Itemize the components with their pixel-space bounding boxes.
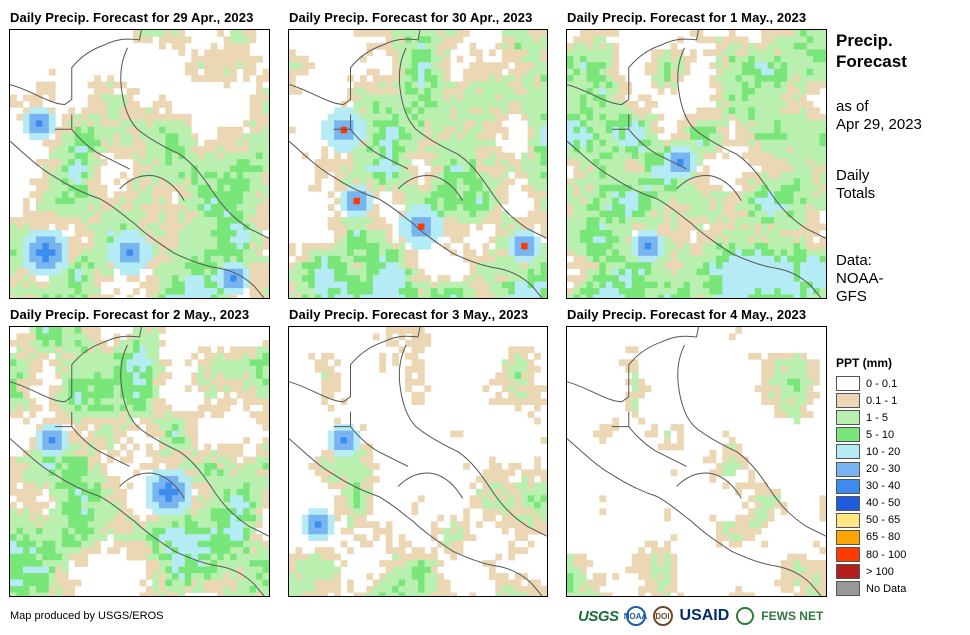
legend-row: 30 - 40 (836, 478, 900, 495)
asof-date: Apr 29, 2023 (836, 116, 922, 133)
legend-label: 80 - 100 (866, 548, 907, 561)
legend-row: 65 - 80 (836, 529, 900, 546)
legend-row: 50 - 65 (836, 512, 900, 529)
logo-strip: USGS NOAA DOI USAID FEWS NET (578, 603, 823, 629)
legend-row: 20 - 30 (836, 461, 900, 478)
legend-row: 80 - 100 (836, 546, 906, 563)
precip-map-6 (567, 327, 826, 596)
legend-label: 20 - 30 (866, 463, 901, 475)
map-panel-5 (288, 326, 548, 597)
legend-swatch (836, 547, 860, 562)
legend-swatch (836, 512, 860, 528)
legend-row: 0 - 0.1 (836, 375, 897, 392)
map-panel-6 (566, 326, 827, 597)
data-source-text: Data: NOAA- GFS (836, 252, 884, 306)
legend-label: 0.1 - 1 (866, 394, 898, 407)
panel-title-3: Daily Precip. Forecast for 1 May., 2023 (567, 10, 807, 25)
credit-text: Map produced by USGS/EROS (10, 610, 164, 622)
legend-row: 0.1 - 1 (836, 392, 897, 409)
legend-swatch (836, 444, 860, 460)
panel-title-2: Daily Precip. Forecast for 30 Apr., 2023 (289, 10, 533, 25)
data-line3: GFS (836, 288, 867, 305)
panel-title-1: Daily Precip. Forecast for 29 Apr., 2023 (10, 10, 254, 25)
legend-swatch (836, 495, 860, 511)
map-panel-4 (9, 326, 270, 597)
map-panel-3 (566, 29, 827, 299)
legend-swatch (836, 529, 860, 545)
legend-swatch (836, 376, 860, 391)
legend-row: 5 - 10 (836, 426, 894, 443)
legend-swatch (836, 581, 860, 597)
noaa-logo: NOAA (624, 606, 647, 626)
usgs-logo: USGS (578, 607, 619, 625)
panel-title-4: Daily Precip. Forecast for 2 May., 2023 (10, 307, 250, 322)
legend-label: 50 - 65 (866, 514, 901, 527)
legend-label: No Data (866, 582, 907, 595)
sidebar-title-line2: Forecast (836, 52, 907, 71)
panel-title-6: Daily Precip. Forecast for 4 May., 2023 (567, 307, 807, 322)
sidebar-title-line1: Precip. (836, 31, 893, 50)
legend-swatch (836, 427, 860, 443)
legend-swatch (836, 461, 860, 477)
legend-row: > 100 (836, 563, 894, 580)
daily-line2: Totals (836, 185, 876, 202)
asof-line1: as of (836, 98, 869, 115)
precip-map-2 (289, 30, 547, 298)
legend-label: 40 - 50 (866, 497, 901, 510)
legend-label: 30 - 40 (866, 480, 901, 493)
legend-label: 0 - 0.1 (866, 377, 898, 390)
asof-text: as of Apr 29, 2023 (836, 98, 922, 134)
precip-map-3 (567, 30, 826, 298)
data-line2: NOAA- (836, 270, 884, 287)
map-panel-1 (9, 29, 270, 299)
legend-label: 65 - 80 (866, 531, 901, 544)
fews-net-icon (736, 607, 755, 625)
legend-row: No Data (836, 580, 906, 597)
daily-line1: Daily (836, 167, 870, 184)
daily-totals-text: Daily Totals (836, 167, 875, 203)
precip-map-4 (10, 327, 269, 596)
precip-map-5 (289, 327, 547, 596)
precip-map-1 (10, 30, 269, 298)
panel-title-5: Daily Precip. Forecast for 3 May., 2023 (289, 307, 529, 322)
legend-label: > 100 (866, 565, 894, 578)
legend-swatch (836, 410, 860, 426)
legend-label: 10 - 20 (866, 445, 901, 458)
doi-logo: DOI (652, 606, 673, 626)
fews-net-logo: FEWS NET (761, 609, 824, 623)
legend-row: 1 - 5 (836, 409, 888, 426)
legend-row: 40 - 50 (836, 495, 900, 512)
legend-swatch (836, 393, 860, 409)
legend-swatch (836, 478, 860, 494)
data-line1: Data: (836, 252, 872, 269)
legend-swatch (836, 564, 860, 580)
legend-label: 1 - 5 (866, 411, 889, 424)
sidebar-title: Precip. Forecast (836, 30, 907, 72)
map-panel-2 (288, 29, 548, 299)
usaid-logo: USAID (679, 607, 730, 624)
legend-label: 5 - 10 (866, 428, 895, 441)
legend-title: PPT (mm) (836, 356, 893, 370)
legend-row: 10 - 20 (836, 443, 900, 460)
